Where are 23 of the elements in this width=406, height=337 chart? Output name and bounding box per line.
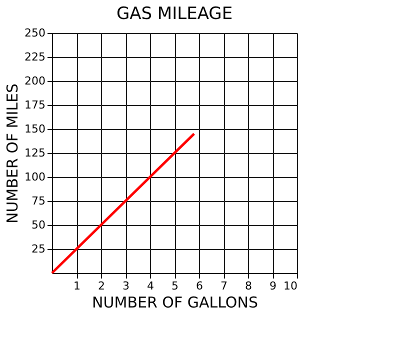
- y-tick-label: 100: [24, 170, 46, 184]
- y-tick-label: 175: [24, 98, 46, 112]
- x-tick-label: 4: [147, 280, 154, 292]
- y-tick-label: 225: [24, 50, 46, 64]
- x-tick-label: 7: [220, 280, 228, 292]
- x-tick-label: 9: [270, 280, 276, 292]
- x-tick-label: 5: [172, 280, 178, 292]
- x-axis-title: NUMBER OF GALLONS: [92, 294, 258, 312]
- y-axis-title: NUMBER OF MILES: [4, 83, 22, 224]
- x-tick-label: 1: [74, 280, 80, 292]
- x-tick-label: 8: [245, 280, 252, 292]
- x-tick-label: 10: [284, 280, 298, 292]
- y-tick-label: 25: [32, 242, 46, 256]
- chart-title: GAS MILEAGE: [116, 4, 233, 24]
- y-tick-label: 50: [32, 218, 46, 232]
- y-tick-label: 75: [32, 194, 46, 208]
- y-tick-label: 150: [24, 122, 46, 136]
- y-tick-label: 250: [24, 26, 46, 40]
- y-tick-label: 200: [24, 74, 46, 88]
- x-tick-label: 6: [196, 280, 203, 292]
- y-tick-label: 125: [24, 146, 46, 160]
- x-tick-label: 2: [98, 280, 105, 292]
- x-tick-label: 3: [122, 280, 130, 292]
